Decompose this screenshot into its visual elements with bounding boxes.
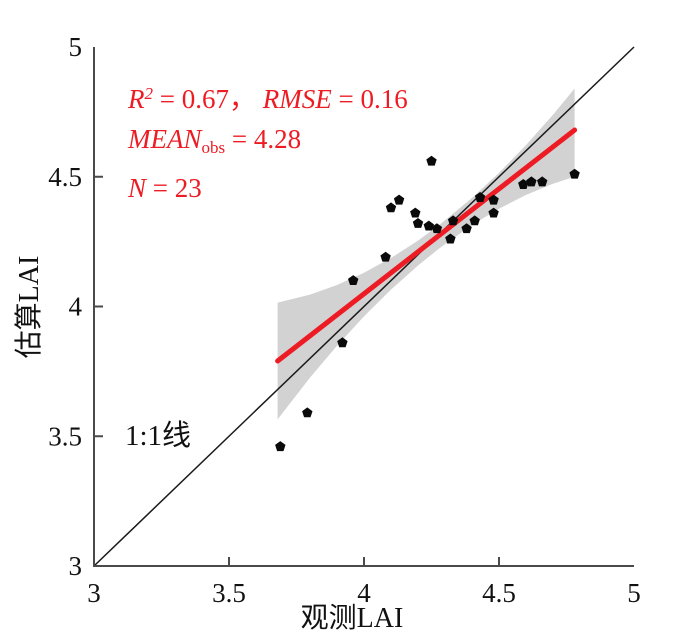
scatter-point	[423, 220, 434, 231]
scatter-point	[348, 275, 359, 285]
y-tick-label: 5	[69, 32, 83, 62]
x-tick-label: 4	[357, 578, 371, 608]
scatter-point	[302, 407, 313, 418]
stats-text-segment: obs	[201, 138, 226, 157]
stats-text-segment: = 23	[146, 173, 202, 203]
scatter-point	[426, 155, 437, 166]
stats-text-segment: = 4.28	[225, 124, 302, 154]
stats-text-segment: RMSE	[262, 84, 332, 114]
x-tick-label: 5	[627, 578, 641, 608]
x-axis-label: 观测LAI	[300, 603, 404, 634]
stats-line-2: MEANobs = 4.28	[128, 119, 408, 168]
stats-text-segment: = 0.16	[331, 84, 408, 114]
y-tick-label: 3	[69, 551, 83, 581]
scatter-point	[537, 176, 548, 187]
scatter-point	[518, 179, 529, 189]
y-tick-label: 3.5	[48, 421, 82, 451]
identity-line-label: 1:1线	[125, 420, 192, 452]
scatter-point	[410, 207, 421, 218]
scatter-point	[412, 218, 424, 228]
stats-text-segment	[256, 84, 263, 114]
stats-text-segment: MEAN	[128, 124, 202, 154]
identity-line	[93, 46, 635, 567]
scatter-point	[385, 202, 397, 213]
stats-line-1: R2 = 0.67， RMSE = 0.16	[128, 74, 408, 119]
stats-text-segment: R	[128, 84, 145, 114]
scatter-point	[445, 233, 456, 244]
scatter-point	[431, 223, 443, 234]
confidence-band	[277, 88, 575, 420]
scatter-point	[469, 215, 480, 226]
scatter-point	[488, 194, 499, 205]
regression-line	[275, 127, 578, 364]
scatter-point	[380, 251, 391, 262]
y-tick-label: 4.5	[48, 162, 82, 192]
scatter-point	[275, 441, 286, 452]
scatter-point	[393, 194, 405, 205]
stats-line-3: N = 23	[128, 168, 408, 208]
scatter-point	[526, 176, 537, 187]
x-tick-label: 4.5	[482, 578, 516, 608]
stats-text-segment: = 0.67	[153, 84, 229, 114]
scatter-point	[488, 207, 499, 218]
stats-text-segment: N	[128, 173, 147, 203]
x-tick-label: 3.5	[212, 578, 246, 608]
scatter-point	[447, 215, 459, 226]
scatter-point	[569, 168, 580, 179]
scatter-point	[461, 223, 472, 234]
stats-text-segment: ，	[228, 84, 256, 114]
stats-annotation: R2 = 0.67， RMSE = 0.16 MEANobs = 4.28 N = …	[128, 74, 408, 208]
y-tick-label: 4	[69, 292, 83, 322]
x-tick-label: 3	[87, 578, 101, 608]
scatter-point	[337, 337, 348, 348]
stats-text-segment: 2	[144, 84, 154, 103]
scatter-point	[474, 192, 486, 202]
y-axis-label: 估算LAI	[14, 255, 45, 359]
